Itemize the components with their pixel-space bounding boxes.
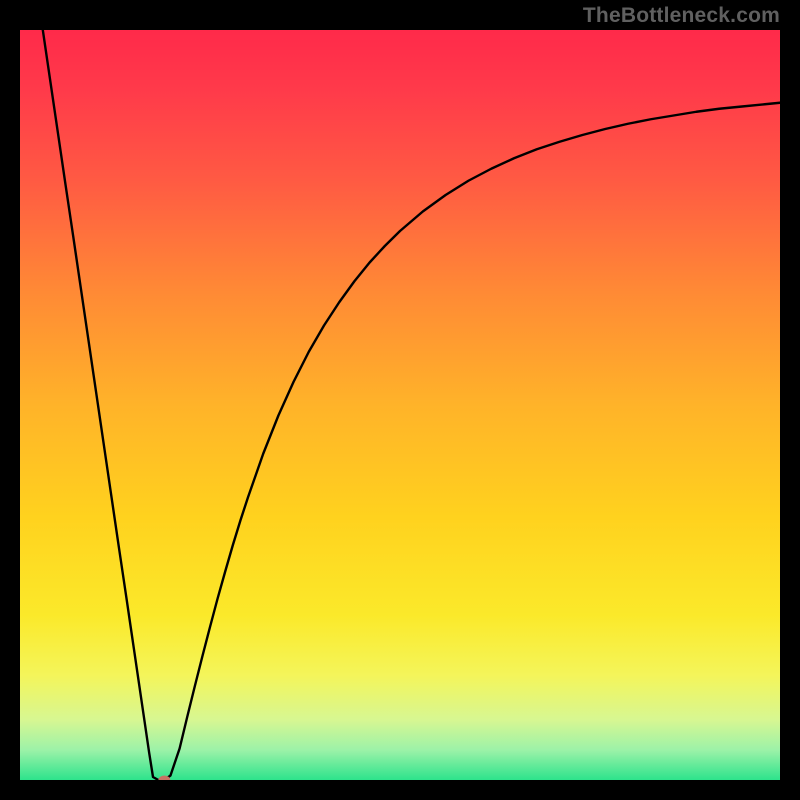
plot-area [20,30,780,780]
watermark-text: TheBottleneck.com [583,4,780,28]
chart-container: TheBottleneck.com [0,0,800,800]
gradient-background [20,30,780,780]
plot-svg [20,30,780,780]
